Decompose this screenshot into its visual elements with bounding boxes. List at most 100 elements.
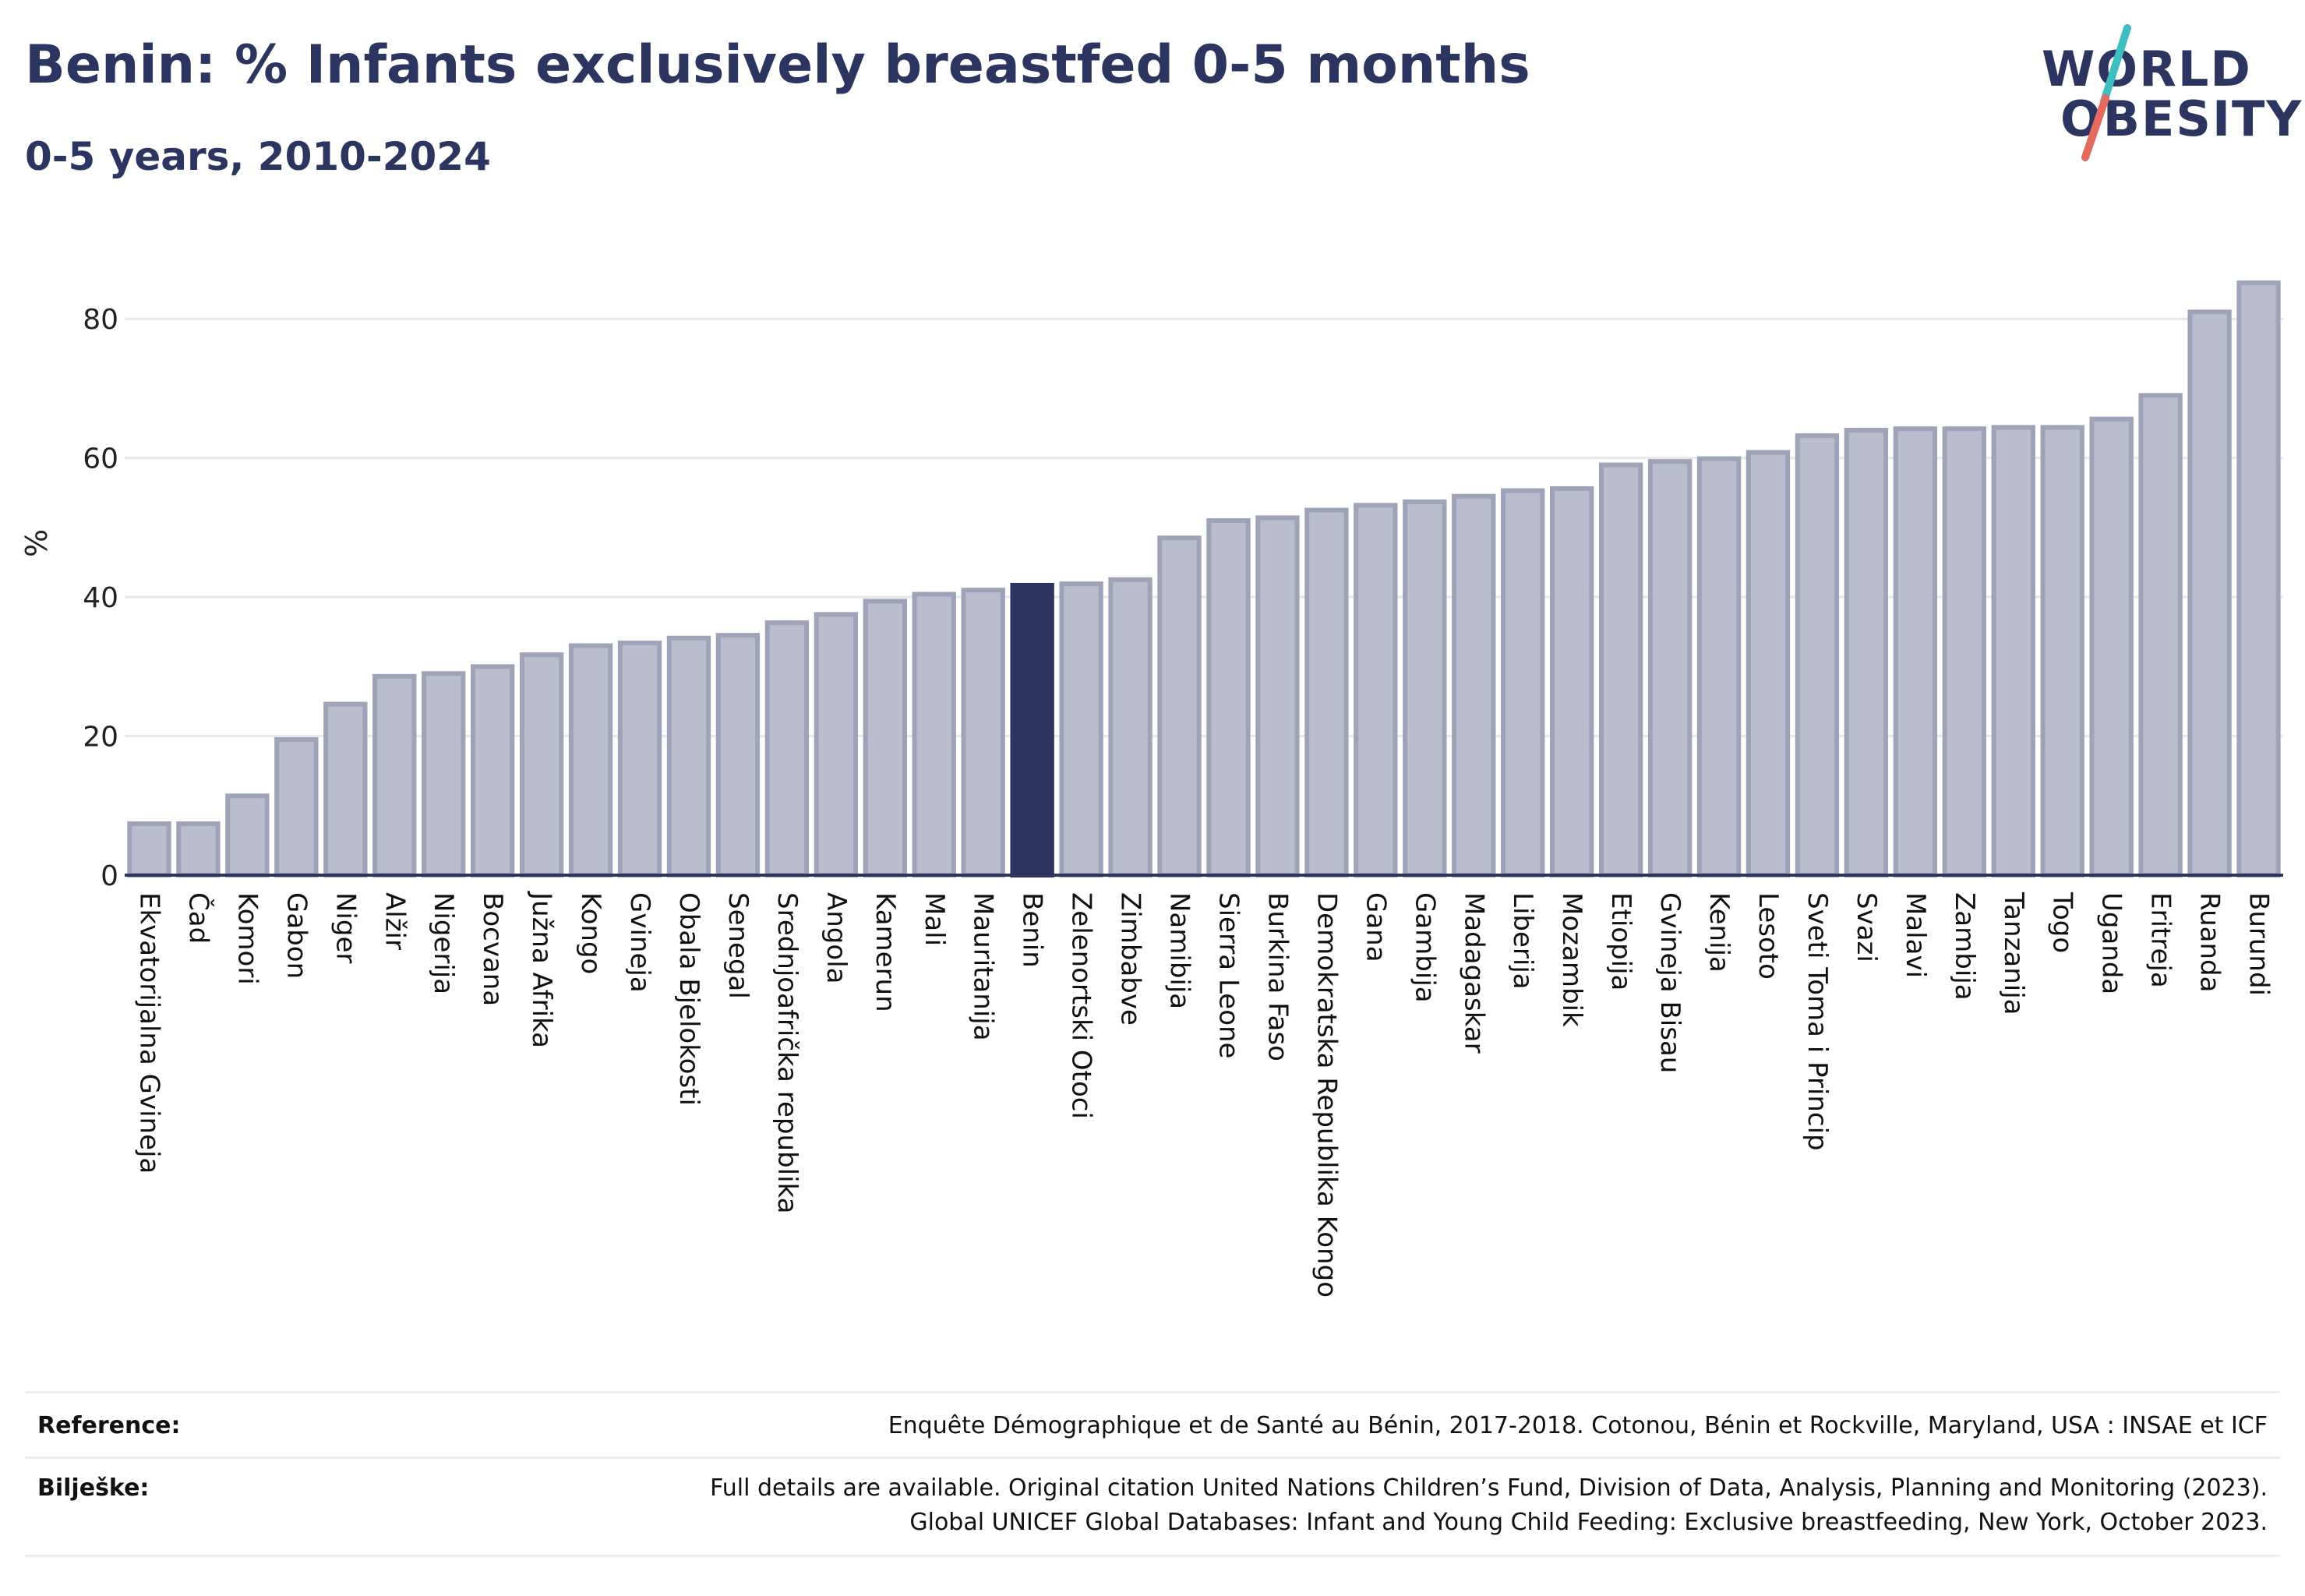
x-tick-label: Senegal <box>722 892 754 999</box>
bar <box>422 671 466 877</box>
x-tick-label: Burundi <box>2243 892 2275 996</box>
x-tick-label: Mozambik <box>1556 892 1587 1027</box>
bar <box>2187 309 2232 878</box>
footer-bottom-rule <box>25 1555 2280 1557</box>
world-obesity-logo: WORLD OBESITY <box>2034 23 2301 164</box>
bar <box>1206 517 1251 877</box>
bar <box>1157 535 1202 877</box>
y-axis-ticks: 0 20 40 60 80 <box>83 304 118 892</box>
x-tick-label: Malavi <box>1900 892 1931 978</box>
bar <box>1354 503 1398 877</box>
notes-row: Bilješke: Full details are available. Or… <box>25 1457 2280 1557</box>
x-tick-label: Alžir <box>379 892 410 950</box>
x-tick-label: Benin <box>1017 892 1048 968</box>
x-tick-label: Tanzanija <box>1998 892 2029 1015</box>
bar <box>1108 577 1152 877</box>
bar <box>961 588 1005 877</box>
bar <box>1403 499 1447 877</box>
x-tick-label: Bocvana <box>477 892 508 1006</box>
bar <box>372 673 417 878</box>
x-tick-label: Sveti Toma i Princip <box>1802 892 1833 1151</box>
x-tick-label: Nigerija <box>428 892 459 994</box>
chart-subtitle: 0-5 years, 2010-2024 <box>25 134 491 179</box>
bar <box>666 635 711 877</box>
bar <box>1893 426 1938 877</box>
reference-row: Reference: Enquête Démographique et de S… <box>25 1391 2280 1459</box>
y-tick-label: 80 <box>83 304 118 336</box>
bar <box>2040 425 2084 877</box>
bar-chart: 0 20 40 60 80 % Ekvatorijalna Gvineja Čad Komo… <box>19 280 2283 1298</box>
x-tick-label: Gana <box>1360 892 1391 962</box>
x-tick-label: Niger <box>330 892 361 963</box>
notes-label: Bilješke: <box>37 1474 150 1502</box>
y-tick-label: 60 <box>83 443 118 475</box>
bar <box>1598 462 1643 878</box>
y-tick-label: 0 <box>101 860 118 892</box>
x-tick-label: Gambija <box>1409 892 1440 1003</box>
x-tick-label: Mauritanija <box>968 892 999 1041</box>
footer: Reference: Enquête Démographique et de S… <box>25 1391 2280 1559</box>
bar <box>715 633 761 878</box>
bar <box>2236 280 2281 878</box>
y-tick-label: 40 <box>83 582 118 614</box>
bar <box>274 737 319 877</box>
bar <box>568 643 613 877</box>
x-tick-label: Ekvatorijalna Gvineja <box>133 892 164 1174</box>
x-tick-label: Čad <box>182 892 214 944</box>
bar <box>1304 507 1349 877</box>
bar <box>1991 425 2035 877</box>
x-tick-label: Zelenortski Otoci <box>1066 892 1097 1119</box>
x-axis-category-labels: Ekvatorijalna Gvineja Čad Komori Gabon Niger… <box>133 891 2274 1298</box>
x-tick-label: Obala Bjelokosti <box>673 892 704 1106</box>
bar <box>323 701 368 877</box>
x-tick-label: Komori <box>231 892 263 985</box>
logo-word-world: WORLD <box>2042 41 2252 97</box>
x-tick-label: Mali <box>919 892 950 946</box>
reference-label: Reference: <box>37 1412 181 1439</box>
x-tick-label: Gvineja <box>624 892 655 993</box>
chart-title: Benin: % Infants exclusively breastfed 0… <box>25 34 1530 96</box>
x-tick-label: Zambija <box>1949 892 1980 1001</box>
x-tick-label: Madagaskar <box>1458 892 1489 1054</box>
x-tick-label: Uganda <box>2096 892 2127 994</box>
bar <box>1696 456 1742 877</box>
x-tick-label: Srednjoafrička republika <box>771 892 803 1213</box>
x-tick-label: Svazi <box>1851 892 1882 962</box>
x-tick-label: Togo <box>2047 892 2078 953</box>
x-tick-label: Eritreja <box>2145 892 2176 988</box>
x-tick-label: Etiopija <box>1605 892 1636 990</box>
x-tick-label: Liberija <box>1507 892 1538 990</box>
bar <box>912 591 956 877</box>
notes-text-line2: Global UNICEF Global Databases: Infant a… <box>909 1509 2268 1536</box>
bar <box>1452 493 1496 877</box>
x-tick-label: Zimbabve <box>1115 892 1146 1026</box>
reference-text: Enquête Démographique et de Santé au Bén… <box>888 1412 2268 1439</box>
bar <box>1942 426 1986 877</box>
notes-text-line1: Full details are available. Original cit… <box>710 1474 2268 1502</box>
logo-slash-icon <box>2081 24 2131 161</box>
bar <box>519 652 564 877</box>
bar <box>470 664 515 877</box>
bar <box>2089 416 2134 877</box>
bar-highlighted <box>1010 582 1054 877</box>
x-tick-label: Južna Afrika <box>526 891 557 1048</box>
bar <box>1647 459 1693 877</box>
bar <box>225 793 270 878</box>
bar <box>1795 433 1840 878</box>
x-tick-label: Demokratska Republika Kongo <box>1311 892 1342 1298</box>
y-tick-label: 20 <box>83 722 118 754</box>
bar <box>1501 488 1545 877</box>
bar <box>617 640 662 878</box>
bar <box>814 612 859 878</box>
bar <box>764 620 810 878</box>
x-tick-label: Sierra Leone <box>1213 892 1244 1058</box>
x-tick-label: Ruanda <box>2194 892 2226 992</box>
x-tick-label: Gvineja Bisau <box>1654 892 1686 1073</box>
bar <box>1746 450 1791 878</box>
y-axis-label: % <box>19 529 54 557</box>
x-tick-label: Lesoto <box>1753 892 1784 980</box>
bar <box>1059 581 1103 877</box>
x-tick-label: Namibija <box>1164 892 1195 1009</box>
x-tick-label: Angola <box>821 892 852 983</box>
bar <box>863 598 907 877</box>
